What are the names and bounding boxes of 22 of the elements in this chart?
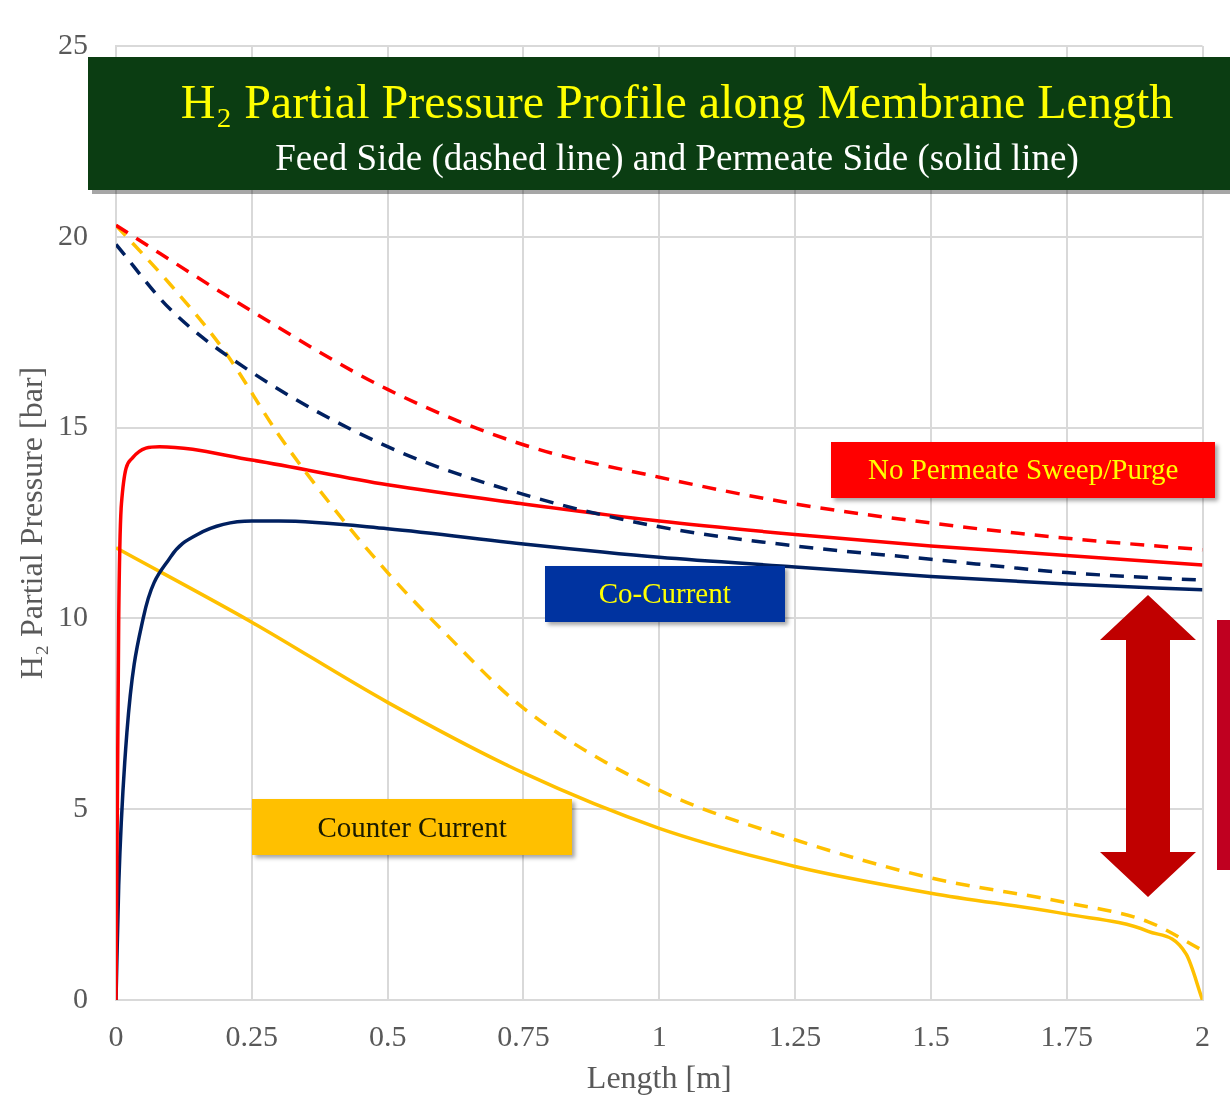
y-tick-label: 10 xyxy=(58,599,88,633)
y-axis-title: H₂ Partial Pressure [bar] xyxy=(12,366,49,680)
x-tick-label: 1 xyxy=(651,1018,667,1052)
x-tick-label: 1.75 xyxy=(1040,1018,1093,1052)
x-tick-label: 0 xyxy=(108,1018,124,1052)
y-tick-label: 20 xyxy=(58,217,88,251)
x-axis-title: Length [m] xyxy=(586,1059,732,1096)
label-tag: No Permeate Sweep/Purge xyxy=(831,441,1216,498)
x-tick-label: 0.5 xyxy=(368,1018,407,1052)
label-tag: Counter Current xyxy=(252,799,573,856)
x-tick-label: 2 xyxy=(1195,1018,1210,1052)
x-tick-label: 1.5 xyxy=(912,1018,950,1052)
y-tick-label: 25 xyxy=(58,26,88,60)
y-tick-label: 15 xyxy=(58,408,88,442)
x-tick-label: 0.25 xyxy=(225,1018,279,1052)
text: H₂ Partial Pressure Profile along Membrane Length xyxy=(180,75,1174,128)
label-tag: Co-Current xyxy=(544,565,785,622)
y-tick-label: 5 xyxy=(73,790,88,824)
text: Feed Side (dashed line) and Permeate Side (solid line) xyxy=(275,137,1079,179)
y-tick-label: 0 xyxy=(73,980,88,1014)
x-tick-label: 0.75 xyxy=(497,1018,550,1052)
x-tick-label: 1.25 xyxy=(768,1018,822,1052)
